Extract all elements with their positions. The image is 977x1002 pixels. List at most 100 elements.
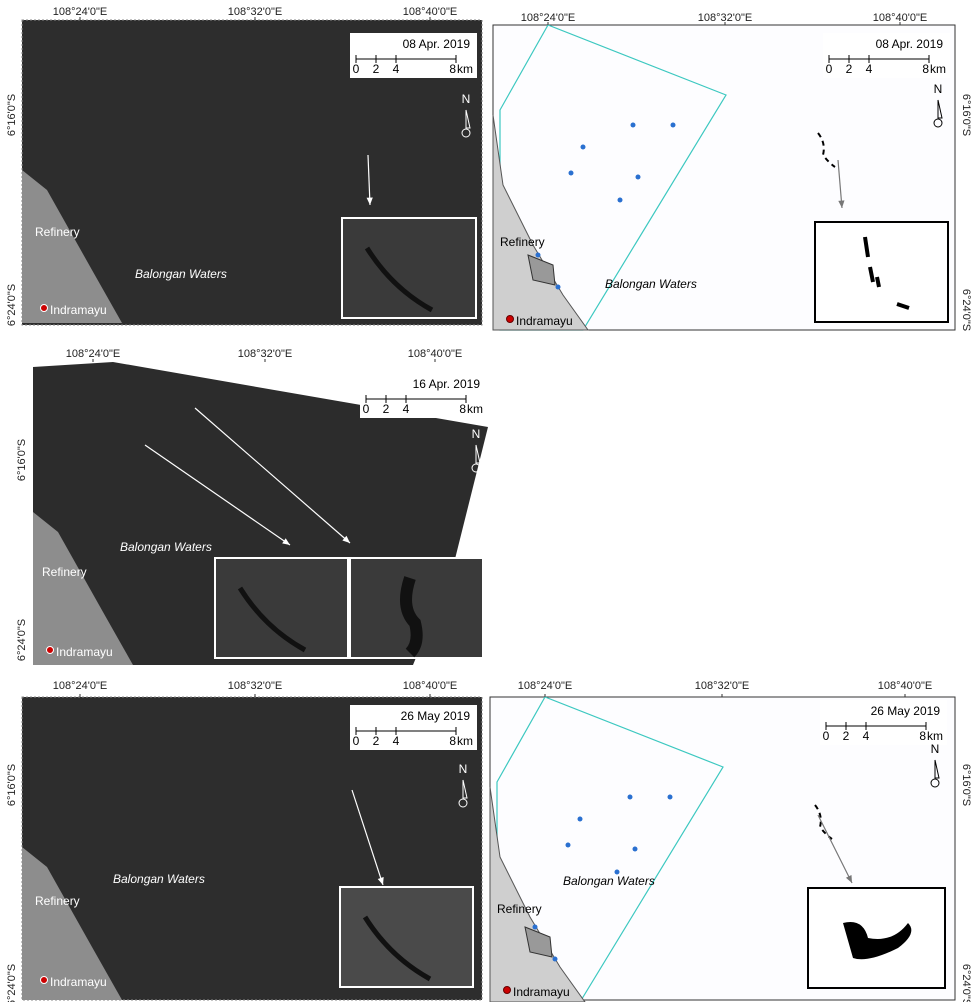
scale-label: 2 [846,62,853,76]
longitude-label: 108°40'0"E [403,6,457,18]
refinery-label: Refinery [497,902,542,916]
figure: 108°24'0"E 108°32'0"E 108°40'0"E 6°16'0"S 6°… [0,0,977,1002]
scale-label: 4 [866,62,873,76]
town-marker [504,987,511,994]
refinery-label: Refinery [35,225,80,239]
town-marker [47,647,54,654]
platform [566,843,571,848]
platform [578,817,583,822]
platform [569,171,574,176]
longitude-label: 108°40'0"E [403,680,457,692]
north-label: N [459,762,468,776]
date-label: 26 May 2019 [401,709,471,723]
longitude-label: 108°32'0"E [228,6,282,18]
town-marker [41,977,48,984]
platform [556,285,561,290]
longitude-label: 108°32'0"E [695,680,749,692]
refinery-label: Refinery [35,894,80,908]
waters-label: Balongan Waters [605,277,697,291]
scale-label: 4 [393,734,400,748]
waters-label: Balongan Waters [113,872,205,886]
town-marker [507,316,514,323]
longitude-label: 108°40'0"E [878,680,932,692]
date-label: 08 Apr. 2019 [403,37,471,51]
platform [671,123,676,128]
latitude-label: 6°24'0"S [16,619,28,661]
platform [533,925,538,930]
scale-label: 4 [393,62,400,76]
scale-label: 2 [373,734,380,748]
town-label: Indramayu [50,975,107,989]
scale-label: 4 [863,729,870,743]
longitude-label: 108°32'0"E [228,680,282,692]
town-label: Indramayu [513,985,570,999]
scale-label: 8 [459,402,466,416]
inset [342,218,476,318]
platform [536,253,541,258]
scale-label: 0 [353,734,360,748]
longitude-label: 108°24'0"E [66,348,120,360]
scale-label: 0 [353,62,360,76]
platform [636,175,641,180]
waters-label: Balongan Waters [120,540,212,554]
latitude-label: 6°24'0"S [6,964,18,1002]
town-label: Indramayu [516,314,573,328]
map-panel: 108°24'0"E 108°32'0"E 108°40'0"E 6°16'0"S 6°… [6,680,482,1002]
date-label: 16 Apr. 2019 [413,377,481,391]
latitude-label: 6°24'0"S [6,284,18,326]
platform [668,795,673,800]
north-label: N [934,82,943,96]
date-label: 26 May 2019 [871,704,941,718]
inset [340,887,473,987]
inset [808,888,945,988]
north-label: N [462,92,471,106]
latitude-label: 6°16'0"S [6,764,18,806]
scale-label: 4 [403,402,410,416]
town-label: Indramayu [50,303,107,317]
date-label: 08 Apr. 2019 [876,37,944,51]
scale-unit: km [467,402,483,416]
longitude-label: 108°32'0"E [238,348,292,360]
latitude-label: 6°16'0"S [960,764,972,806]
latitude-label: 6°16'0"S [960,94,972,136]
refinery-label: Refinery [42,565,87,579]
scale-label: 8 [449,734,456,748]
platform [553,957,558,962]
inset [215,558,348,658]
scale-label: 8 [919,729,926,743]
town-marker [41,305,48,312]
map-panel: 108°24'0"E 108°32'0"E 108°40'0"E 6°16'0"S 6°… [16,348,488,665]
refinery-label: Refinery [500,235,545,249]
waters-label: Balongan Waters [563,874,655,888]
latitude-label: 6°16'0"S [6,94,18,136]
scale-label: 8 [922,62,929,76]
longitude-label: 108°24'0"E [53,6,107,18]
scale-label: 2 [373,62,380,76]
longitude-label: 108°24'0"E [518,680,572,692]
town-label: Indramayu [56,645,113,659]
north-label: N [931,742,940,756]
longitude-label: 108°40'0"E [408,348,462,360]
longitude-label: 108°24'0"E [53,680,107,692]
platform [618,198,623,203]
scale-unit: km [457,734,473,748]
scale-label: 0 [823,729,830,743]
north-label: N [472,427,481,441]
latitude-label: 6°16'0"S [16,439,28,481]
platform [581,145,586,150]
scale-label: 8 [449,62,456,76]
inset [815,222,948,322]
platform [633,847,638,852]
latitude-label: 6°24'0"S [960,964,972,1002]
latitude-label: 6°24'0"S [960,289,972,331]
map-panel: 108°24'0"E 108°32'0"E 108°40'0"E 6°16'0"S 6°… [490,680,972,1002]
scale-unit: km [930,62,946,76]
scale-label: 2 [383,402,390,416]
scale-unit: km [457,62,473,76]
scale-label: 2 [843,729,850,743]
scale-unit: km [927,729,943,743]
platform [628,795,633,800]
waters-label: Balongan Waters [135,267,227,281]
scale-label: 0 [363,402,370,416]
